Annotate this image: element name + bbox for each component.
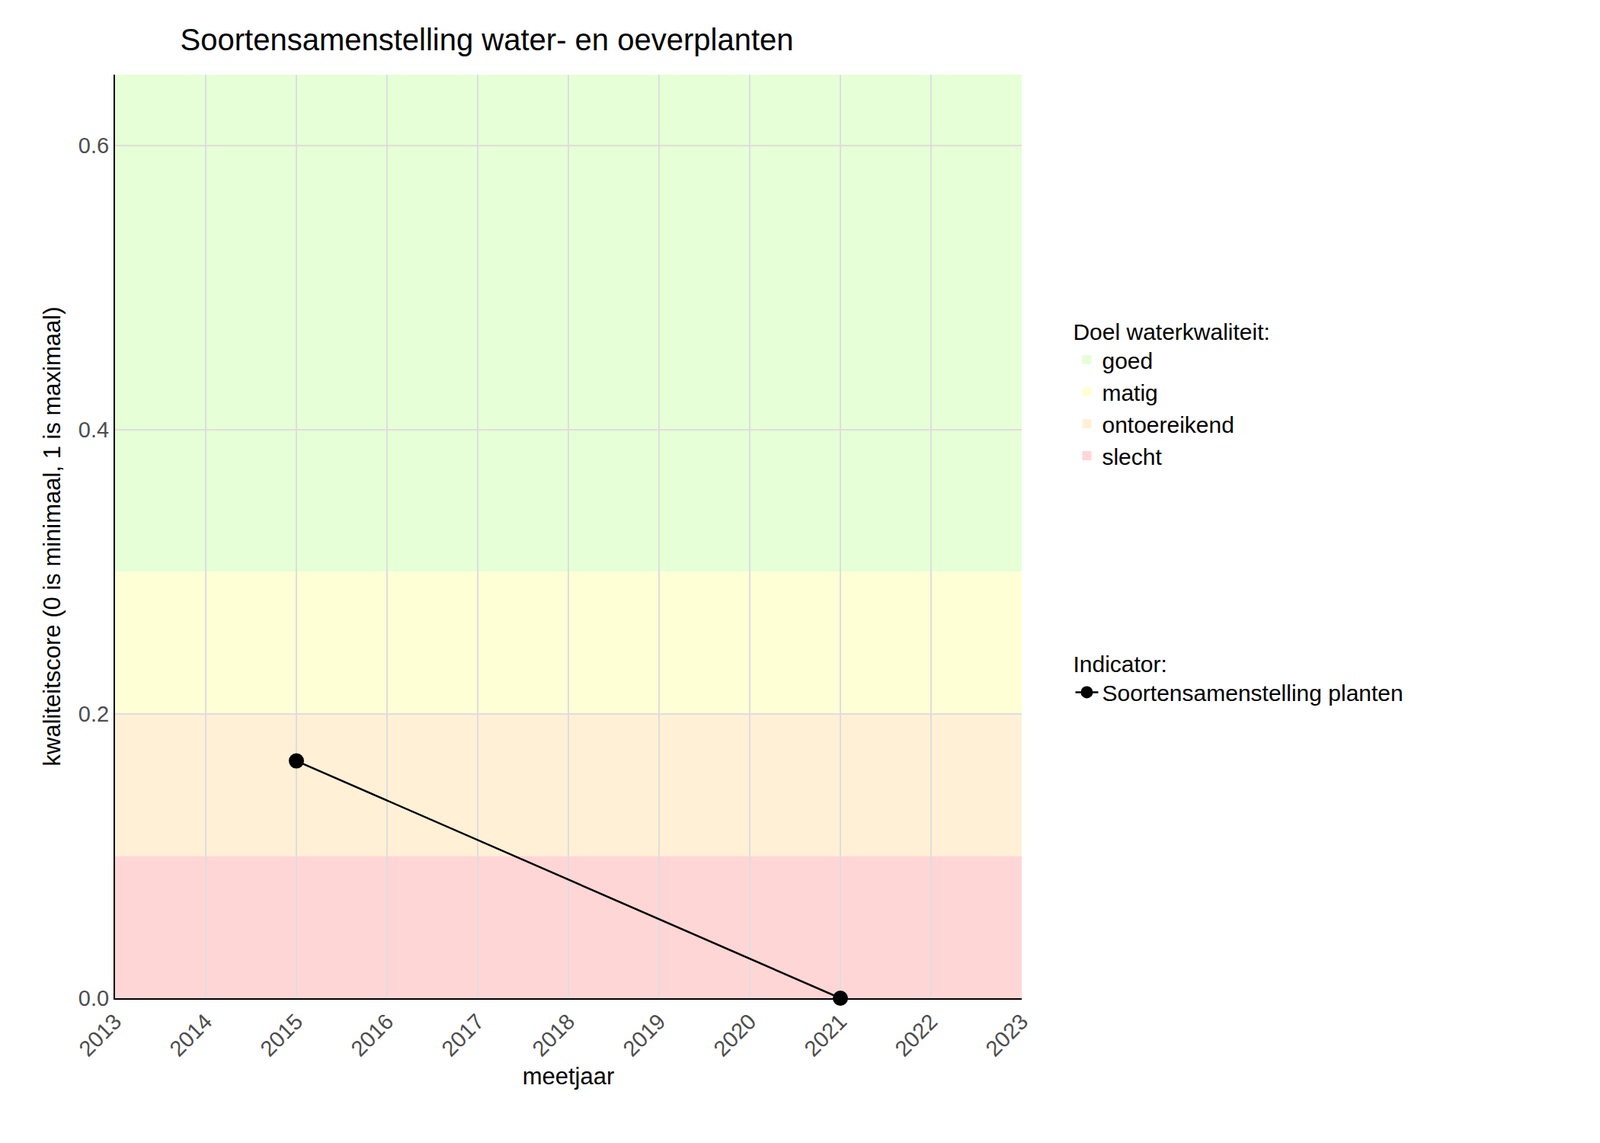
svg-text:0.0: 0.0 [78, 985, 109, 1011]
svg-text:2018: 2018 [527, 1008, 580, 1061]
svg-text:meetjaar: meetjaar [522, 1062, 615, 1090]
svg-text:2017: 2017 [436, 1008, 489, 1061]
svg-text:ontoereikend: ontoereikend [1101, 412, 1234, 438]
svg-text:2016: 2016 [345, 1008, 398, 1061]
svg-text:2015: 2015 [255, 1008, 308, 1061]
svg-text:kwaliteitscore (0 is minimaal,: kwaliteitscore (0 is minimaal, 1 is maxi… [38, 307, 66, 767]
svg-text:2022: 2022 [889, 1008, 942, 1061]
svg-text:0.4: 0.4 [78, 417, 109, 442]
svg-text:2020: 2020 [708, 1008, 761, 1061]
svg-text:2021: 2021 [799, 1008, 852, 1061]
svg-text:matig: matig [1101, 380, 1158, 406]
svg-text:2013: 2013 [73, 1008, 126, 1061]
svg-text:2023: 2023 [980, 1008, 1033, 1061]
svg-text:0.2: 0.2 [78, 701, 109, 727]
svg-text:Indicator:: Indicator: [1072, 651, 1167, 677]
svg-text:2019: 2019 [617, 1008, 670, 1061]
svg-text:Soortensamenstelling water- en: Soortensamenstelling water- en oeverplan… [180, 22, 794, 57]
svg-text:2014: 2014 [164, 1008, 217, 1061]
svg-text:Doel waterkwaliteit:: Doel waterkwaliteit: [1072, 319, 1270, 345]
svg-text:Soortensamenstelling planten: Soortensamenstelling planten [1101, 680, 1403, 706]
svg-text:0.6: 0.6 [78, 133, 109, 158]
svg-text:goed: goed [1101, 348, 1153, 374]
svg-text:slecht: slecht [1101, 444, 1162, 470]
